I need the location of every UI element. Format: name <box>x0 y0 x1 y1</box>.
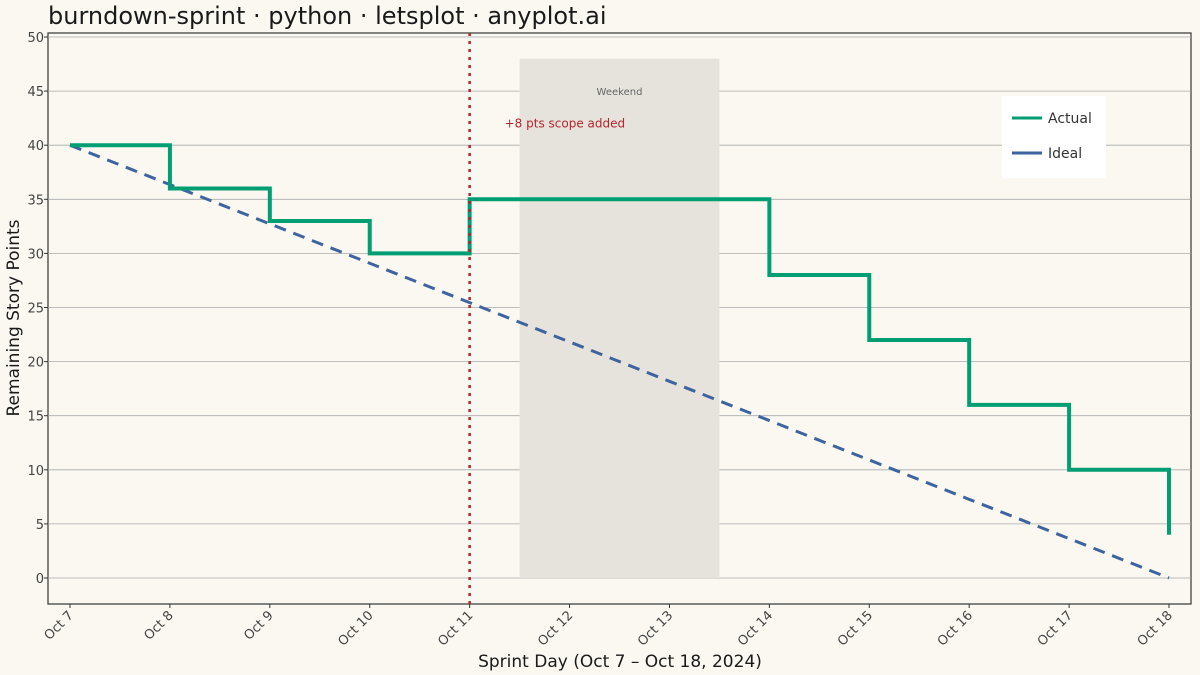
y-tick-label: 50 <box>27 31 44 46</box>
x-tick-label: Oct 14 <box>735 608 776 649</box>
x-tick-label: Oct 18 <box>1135 608 1176 649</box>
series-group <box>69 143 1171 580</box>
y-tick-label: 35 <box>27 193 44 208</box>
annotation-group: +8 pts scope added <box>468 33 626 604</box>
y-tick-label: 30 <box>27 247 44 262</box>
x-tick-label: Oct 17 <box>1035 608 1076 649</box>
actual-series-line <box>70 143 1171 535</box>
x-tick-label: Oct 8 <box>141 608 176 643</box>
y-tick-label: 15 <box>27 410 44 425</box>
x-tick-label: Oct 9 <box>241 608 276 643</box>
y-tick-label: 20 <box>27 356 44 371</box>
y-tick-label: 10 <box>27 464 44 479</box>
x-tick-label: Oct 16 <box>935 608 976 649</box>
y-tick-label: 0 <box>36 572 44 587</box>
ideal-series-line <box>69 143 1170 580</box>
x-tick-label: Oct 7 <box>42 608 77 643</box>
legend-label-actual: Actual <box>1048 111 1092 127</box>
y-axis-label: Remaining Story Points <box>4 219 24 416</box>
y-tick-label: 25 <box>27 302 44 317</box>
x-tick-label: Oct 10 <box>335 608 376 649</box>
weekend-label: Weekend <box>597 87 643 98</box>
x-axis-label: Sprint Day (Oct 7 – Oct 18, 2024) <box>478 652 762 672</box>
legend-label-ideal: Ideal <box>1048 146 1082 162</box>
x-tick-label: Oct 15 <box>835 608 876 649</box>
y-tick-label: 40 <box>27 139 44 154</box>
weekend-band-group: Weekend <box>519 58 720 578</box>
x-tick-label: Oct 13 <box>635 608 676 649</box>
chart-title: burndown-sprint · python · letsplot · an… <box>48 2 607 30</box>
y-tick-label: 45 <box>27 85 44 100</box>
y-tick-label: 5 <box>36 518 44 533</box>
x-tick-label: Oct 12 <box>535 608 576 649</box>
legend: Actual Ideal <box>1002 96 1106 178</box>
x-tick-label: Oct 11 <box>435 608 476 649</box>
scope-change-label: +8 pts scope added <box>505 117 626 131</box>
legend-box <box>1002 96 1106 178</box>
weekend-band <box>519 58 720 578</box>
